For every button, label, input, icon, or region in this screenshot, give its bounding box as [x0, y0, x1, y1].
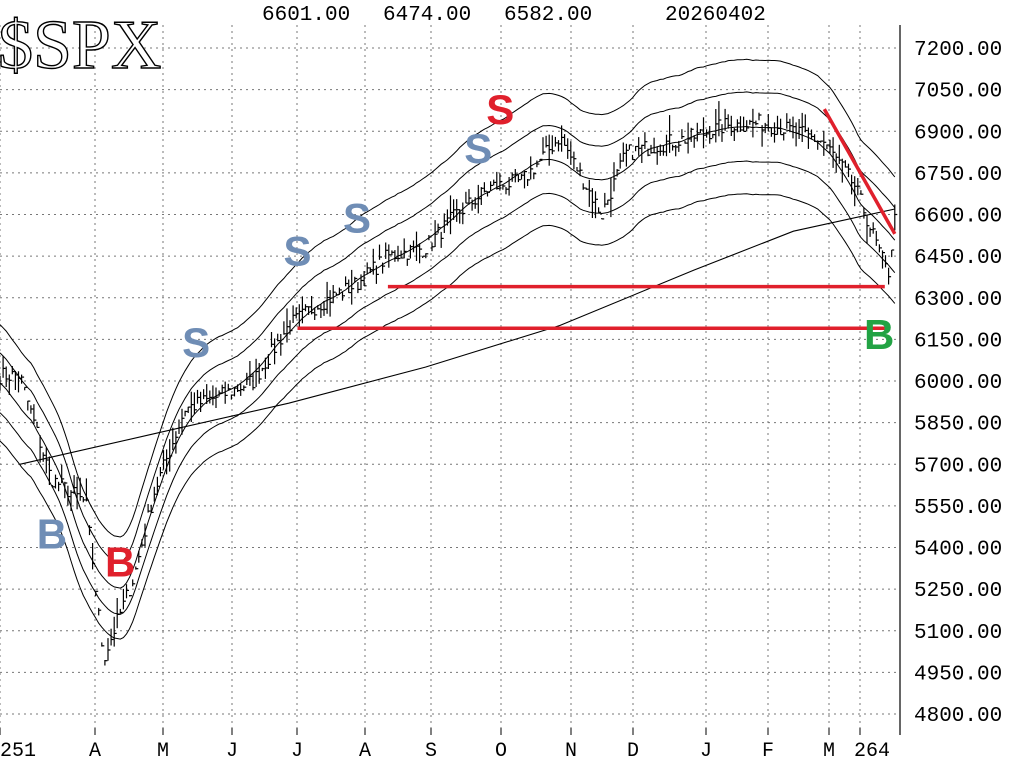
annotation-lines [297, 108, 897, 331]
y-tick-label: 5400.00 [914, 539, 1002, 562]
lower-band-inner [0, 160, 896, 615]
x-tick-label: N [565, 740, 577, 758]
x-tick-label: O [495, 740, 507, 758]
header-low: 6474.00 [383, 4, 471, 27]
signal-s-label: S [464, 125, 492, 172]
y-tick-label: 6150.00 [914, 330, 1002, 353]
signal-s-label: S [182, 319, 210, 366]
y-tick-label: 5100.00 [914, 622, 1002, 645]
upper-band-inner [0, 91, 896, 563]
signal-s-label: S [486, 86, 514, 133]
x-tick-label: M [823, 740, 835, 758]
x-tick-label: A [89, 740, 101, 758]
symbol-title: $SPX [0, 7, 161, 84]
y-tick-label: 5850.00 [914, 414, 1002, 437]
x-tick-label: 264 [854, 740, 890, 758]
y-tick-label: 6450.00 [914, 247, 1002, 270]
x-axis: 251 A M J J A S O N D J F M 264 [0, 25, 901, 763]
y-tick-label: 6000.00 [914, 372, 1002, 395]
signal-s-label: S [284, 228, 312, 275]
header-date: 20260402 [665, 4, 766, 27]
y-tick-label: 5250.00 [914, 580, 1002, 603]
y-tick-label: 4800.00 [914, 705, 1002, 728]
y-tick-label: 6750.00 [914, 164, 1002, 187]
x-tick-label: J [226, 740, 238, 758]
moving-average-200 [19, 208, 895, 465]
x-tick-label: F [762, 740, 774, 758]
y-tick-label: 5550.00 [914, 497, 1002, 520]
header-high: 6601.00 [262, 4, 350, 27]
grid [0, 25, 900, 735]
header-close: 6582.00 [504, 4, 592, 27]
x-tick-label: 251 [0, 740, 36, 758]
ma-200-line [19, 208, 895, 465]
signal-b-label: B [864, 311, 894, 358]
y-tick-label: 6300.00 [914, 289, 1002, 312]
y-tick-label: 5700.00 [914, 455, 1002, 478]
x-tick-label: A [359, 740, 371, 758]
x-tick-label: J [700, 740, 712, 758]
x-tick-label: J [291, 740, 303, 758]
x-tick-label: M [157, 740, 169, 758]
y-tick-label: 4950.00 [914, 663, 1002, 686]
price-bars [0, 101, 898, 666]
y-axis: 7200.00 7050.00 6900.00 6750.00 6600.00 6450.… [914, 39, 1002, 728]
y-tick-label: 7200.00 [914, 39, 1002, 62]
signal-b-label: B [105, 538, 135, 585]
y-tick-label: 7050.00 [914, 81, 1002, 104]
y-tick-label: 6600.00 [914, 206, 1002, 229]
y-tick-label: 6900.00 [914, 122, 1002, 145]
upper-band-outer [0, 58, 896, 538]
downtrend-line [822, 108, 897, 235]
x-tick-label: S [425, 740, 437, 758]
x-tick-label: D [627, 740, 639, 758]
signal-s-label: S [343, 194, 371, 241]
signal-b-label: B [37, 511, 67, 558]
